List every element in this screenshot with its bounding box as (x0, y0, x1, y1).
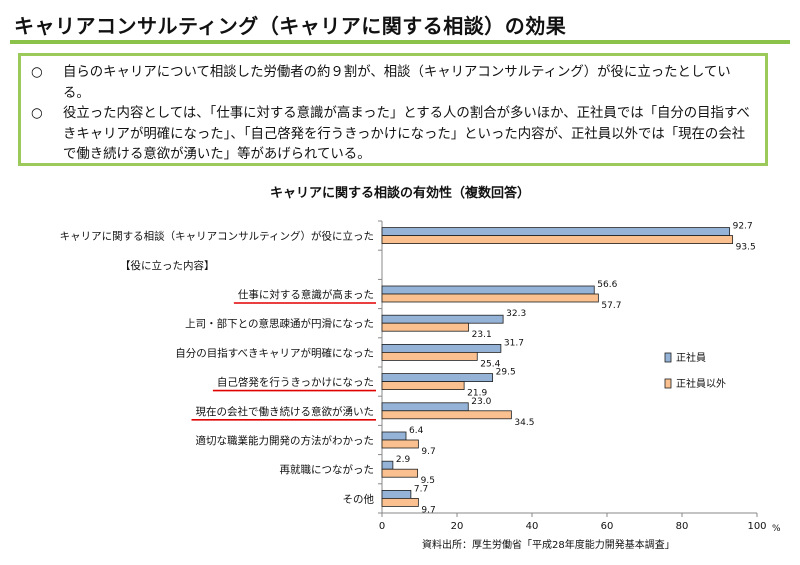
data-label: 29.5 (496, 368, 516, 378)
category-label: キャリアに関する相談（キャリアコンサルティング）が役に立った (60, 230, 374, 243)
category-label: 仕事に対する意識が高まった (238, 288, 374, 301)
chart-title: キャリアに関する相談の有効性（複数回答） (269, 186, 530, 201)
x-tick-label: 80 (676, 521, 689, 532)
summary-text: 役立った内容としては、「仕事に対する意識が高まった」とする人の割合が多いほか、正… (63, 106, 750, 162)
section-heading: 【役に立った内容】 (120, 259, 215, 272)
source-note: 資料出所：厚生労働省「平成28年度能力開発基本調査」 (422, 540, 675, 551)
data-label: 2.9 (396, 455, 411, 465)
data-label: 31.7 (504, 338, 524, 348)
bullet-circle-icon: ○ (31, 106, 43, 121)
bar (381, 314, 504, 324)
bar (381, 497, 419, 507)
data-label: 9.7 (421, 505, 435, 515)
bar (381, 322, 470, 332)
summary-text: 自らのキャリアについて相談した労働者の約９割が、相談（キャリアコンサルティング）… (63, 65, 731, 101)
data-label: 25.4 (480, 359, 500, 369)
bar (381, 468, 419, 478)
data-label: 7.7 (414, 484, 428, 494)
data-label: 56.6 (597, 280, 617, 290)
category-label: 再就職につながった (280, 463, 375, 476)
data-label: 23.1 (472, 330, 492, 340)
x-tick-label: 60 (601, 521, 614, 532)
data-label: 9.7 (421, 447, 435, 457)
summary-item: ○ 役立った内容としては、「仕事に対する意識が高まった」とする人の割合が多いほか… (31, 104, 755, 166)
x-tick-label: 0 (379, 521, 385, 532)
category-label: 適切な職業能力開発の方法がわかった (196, 434, 375, 447)
bar (381, 402, 469, 412)
legend-swatch (664, 378, 672, 389)
x-tick-label: 40 (526, 521, 539, 532)
bar (381, 343, 502, 353)
legend-label: 正社員 (676, 351, 706, 364)
data-label: 9.5 (421, 476, 435, 486)
category-label: その他 (343, 492, 375, 505)
page-title: キャリアコンサルティング（キャリアに関する相談）の効果 (14, 14, 567, 38)
x-tick-label: 20 (451, 521, 464, 532)
summary-box: ○ 自らのキャリアについて相談した労働者の約９割が、相談（キャリアコンサルティン… (18, 53, 768, 166)
bar (381, 373, 494, 383)
bar (381, 351, 478, 361)
bar (381, 293, 599, 303)
bar (381, 460, 394, 470)
data-label: 57.7 (601, 301, 621, 311)
bar (381, 439, 419, 449)
data-label: 34.5 (514, 418, 534, 428)
data-label: 92.7 (733, 222, 753, 232)
x-unit-label: % (772, 524, 781, 534)
title-rule (10, 40, 790, 44)
category-label: 自分の目指すべきキャリアが明確になった (175, 346, 374, 359)
legend-label: 正社員以外 (676, 377, 726, 390)
data-label: 23.0 (471, 397, 491, 407)
data-label: 32.3 (506, 309, 526, 319)
category-label: 現在の会社で働き続ける意欲が湧いた (196, 405, 375, 418)
x-tick-label: 100 (747, 521, 766, 532)
data-label: 21.9 (467, 389, 487, 399)
data-label: 6.4 (409, 426, 424, 436)
bar (381, 285, 595, 295)
summary-item: ○ 自らのキャリアについて相談した労働者の約９割が、相談（キャリアコンサルティン… (31, 63, 755, 104)
data-label: 93.5 (736, 243, 756, 253)
bar (381, 489, 412, 499)
bar (381, 431, 407, 441)
bar (381, 235, 734, 245)
bar (381, 410, 512, 420)
category-label: 自己啓発を行うきっかけになった (217, 376, 374, 389)
legend-swatch (664, 352, 672, 363)
bullet-circle-icon: ○ (31, 65, 43, 80)
bar (381, 381, 465, 391)
bar (381, 227, 731, 237)
category-label: 上司・部下との意思疎通が円滑になった (185, 317, 374, 330)
